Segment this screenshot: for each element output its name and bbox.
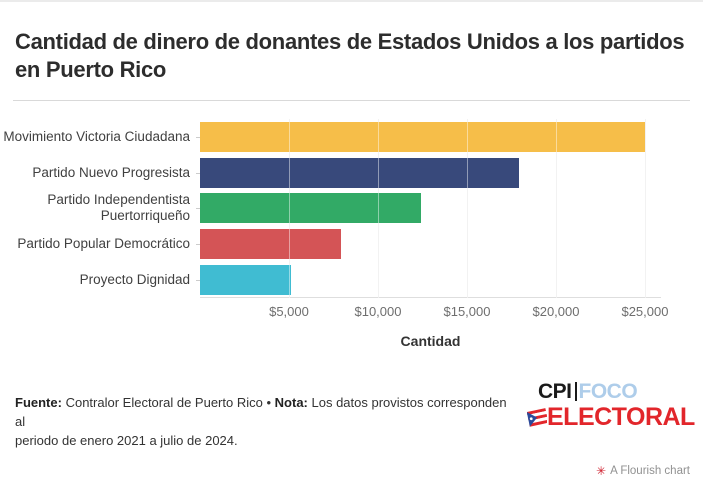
category-label: Movimiento Victoria Ciudadana <box>3 128 190 144</box>
bar-track <box>196 262 661 298</box>
bar-track <box>196 226 661 262</box>
logo-electoral-text: ELECTORAL <box>547 403 695 431</box>
cpi-foco-electoral-logo[interactable]: CPI FOCO ELECTORAL <box>527 381 695 431</box>
chart-row: Partido Popular Democrático <box>0 226 703 262</box>
x-tick-label: $5,000 <box>269 304 309 319</box>
category-label: Partido Popular Democrático <box>17 236 190 252</box>
category-tick <box>196 280 200 282</box>
chart-title: Cantidad de dinero de donantes de Estado… <box>15 29 685 82</box>
category-tick <box>196 172 200 174</box>
category-label: Partido Independentista Puertorriqueño <box>47 192 190 224</box>
gridline <box>466 119 468 297</box>
category-tick <box>196 136 200 138</box>
logo-line1: CPI FOCO <box>538 381 695 402</box>
x-tick-label: $25,000 <box>621 304 669 319</box>
logo-divider <box>574 382 577 401</box>
bar-track <box>196 191 661 227</box>
logo-foco-text: FOCO <box>578 380 638 403</box>
puerto-rico-flag-icon <box>527 408 547 427</box>
flourish-attribution-text: A Flourish chart <box>610 465 690 477</box>
bar-track <box>196 155 661 191</box>
bar[interactable] <box>200 193 421 224</box>
bar[interactable] <box>200 121 645 152</box>
bullet-separator: • <box>266 395 272 410</box>
x-tick-label: $10,000 <box>354 304 402 319</box>
chart-row: Partido Nuevo Progresista <box>0 155 703 191</box>
x-axis-ticks: $5,000 $10,000 $15,000 $20,000 $25,000 <box>200 304 668 320</box>
bar-track <box>196 119 661 155</box>
category-tick <box>196 244 200 246</box>
category-label: Proyecto Dignidad <box>79 272 190 288</box>
chart-row: Partido Independentista Puertorriqueño <box>0 191 703 227</box>
note-text-line1: Los datos provistos corresponden al <box>15 395 507 429</box>
bar-chart: Movimiento Victoria Ciudadana Partido Nue… <box>0 119 703 298</box>
x-tick-label: $20,000 <box>532 304 580 319</box>
chart-row: Movimiento Victoria Ciudadana <box>0 119 703 155</box>
x-axis-title: Cantidad <box>400 333 461 349</box>
source-label: Fuente: <box>15 395 62 410</box>
flourish-burst-icon: ✳ <box>596 464 607 478</box>
category-label: Partido Nuevo Progresista <box>32 164 190 180</box>
bar[interactable] <box>200 265 291 296</box>
bar[interactable] <box>200 229 341 260</box>
logo-cpi-text: CPI <box>538 380 572 403</box>
title-separator <box>13 100 690 101</box>
note-text-line2: periodo de enero 2021 a julio de 2024. <box>15 433 238 448</box>
note-label: Nota: <box>274 395 308 410</box>
gridline <box>644 119 646 297</box>
source-note: Fuente: Contralor Electoral de Puerto Ri… <box>15 393 520 450</box>
gridline <box>555 119 557 297</box>
bar[interactable] <box>200 157 519 188</box>
category-tick <box>196 208 200 210</box>
flourish-attribution[interactable]: ✳ A Flourish chart <box>596 465 690 477</box>
x-tick-label: $15,000 <box>443 304 491 319</box>
logo-line2: ELECTORAL <box>527 404 695 431</box>
source-text: Contralor Electoral de Puerto Rico <box>65 395 263 410</box>
bar-rows: Movimiento Victoria Ciudadana Partido Nue… <box>0 119 703 298</box>
chart-row: Proyecto Dignidad <box>0 262 703 298</box>
